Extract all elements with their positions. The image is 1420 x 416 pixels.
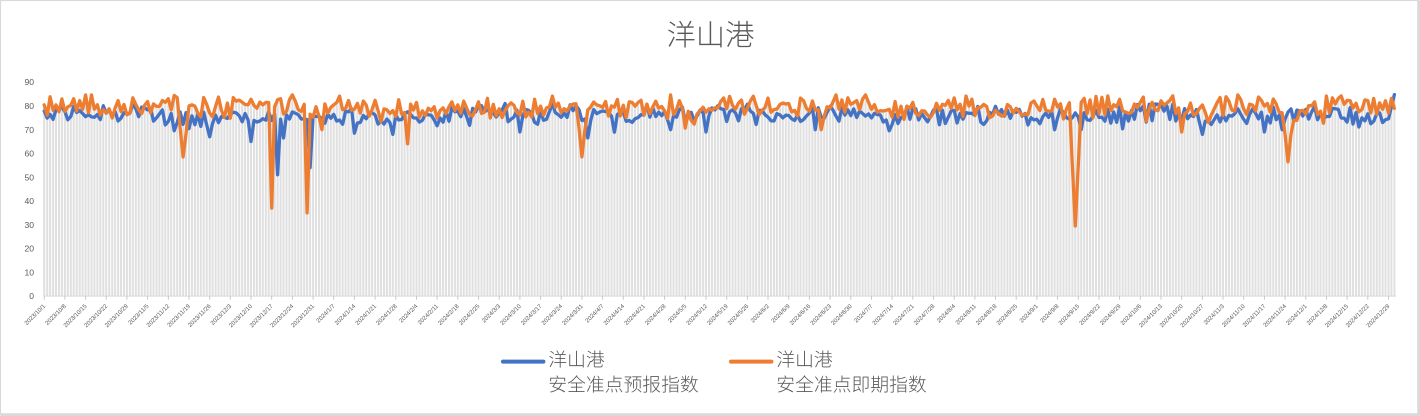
- svg-text:30: 30: [24, 220, 34, 230]
- svg-text:80: 80: [24, 101, 34, 111]
- svg-text:10: 10: [24, 267, 34, 277]
- svg-text:20: 20: [24, 244, 34, 254]
- svg-text:90: 90: [24, 77, 34, 87]
- svg-text:70: 70: [24, 125, 34, 135]
- svg-text:50: 50: [24, 172, 34, 182]
- svg-text:60: 60: [24, 149, 34, 159]
- svg-text:0: 0: [29, 291, 34, 301]
- svg-text:40: 40: [24, 196, 34, 206]
